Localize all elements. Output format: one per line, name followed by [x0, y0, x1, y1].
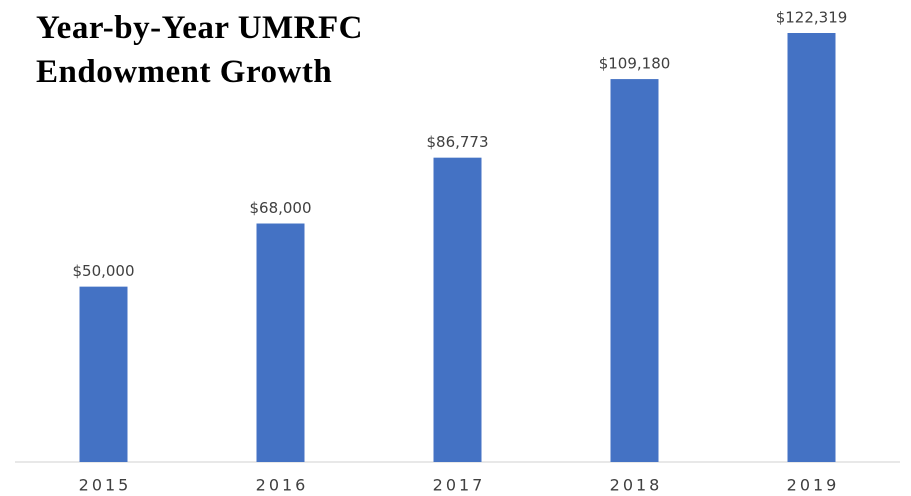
x-tick-label: 2016 — [256, 476, 309, 495]
x-tick-label: 2019 — [787, 476, 840, 495]
x-tick-label: 2017 — [433, 476, 486, 495]
data-label: $68,000 — [249, 199, 311, 217]
bar — [256, 223, 305, 462]
bar — [610, 79, 659, 462]
data-label: $109,180 — [599, 55, 671, 73]
data-label: $50,000 — [72, 262, 134, 280]
data-label: $122,319 — [776, 9, 848, 27]
x-tick-label: 2018 — [610, 476, 663, 495]
bar — [787, 33, 836, 462]
bar — [79, 286, 128, 462]
x-tick-label: 2015 — [79, 476, 132, 495]
data-label: $86,773 — [426, 133, 488, 151]
chart-title: Year-by-Year UMRFC Endowment Growth — [36, 10, 363, 90]
bar — [433, 157, 482, 463]
